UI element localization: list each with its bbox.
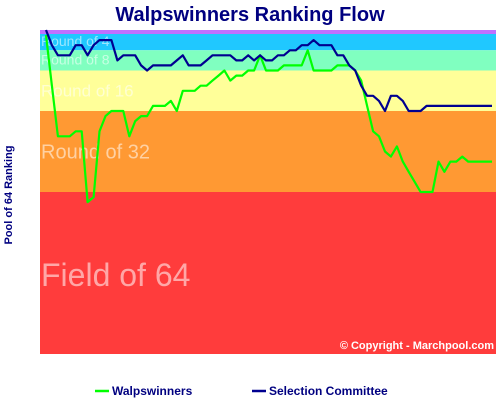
top-accent-band bbox=[40, 30, 496, 34]
series-line-walpswinners bbox=[44, 34, 492, 204]
band-label-round-of-16: Round of 16 bbox=[41, 81, 134, 100]
band-field-of-64 bbox=[40, 192, 496, 354]
band-round-of-32 bbox=[40, 111, 496, 192]
band-round-of-16 bbox=[40, 70, 496, 111]
legend-label-selection-committee: Selection Committee bbox=[269, 384, 388, 398]
copyright-text: © Copyright - Marchpool.com bbox=[340, 340, 494, 352]
background-bands bbox=[40, 30, 496, 354]
legend-label-walpswinners: Walpswinners bbox=[112, 384, 193, 398]
legend: Walpswinners Selection Committee bbox=[95, 384, 388, 398]
series-lines bbox=[44, 29, 492, 204]
series-line-selection-committee bbox=[44, 29, 492, 113]
band-label-round-of-8: Round of 8 bbox=[41, 51, 110, 67]
y-axis-label: Pool of 64 Ranking bbox=[3, 145, 15, 244]
band-label-round-of-32: Round of 32 bbox=[41, 142, 150, 164]
chart-title: Walpswinners Ranking Flow bbox=[115, 4, 385, 26]
band-round-of-4 bbox=[40, 34, 496, 51]
band-label-field-of-64: Field of 64 bbox=[41, 257, 190, 293]
